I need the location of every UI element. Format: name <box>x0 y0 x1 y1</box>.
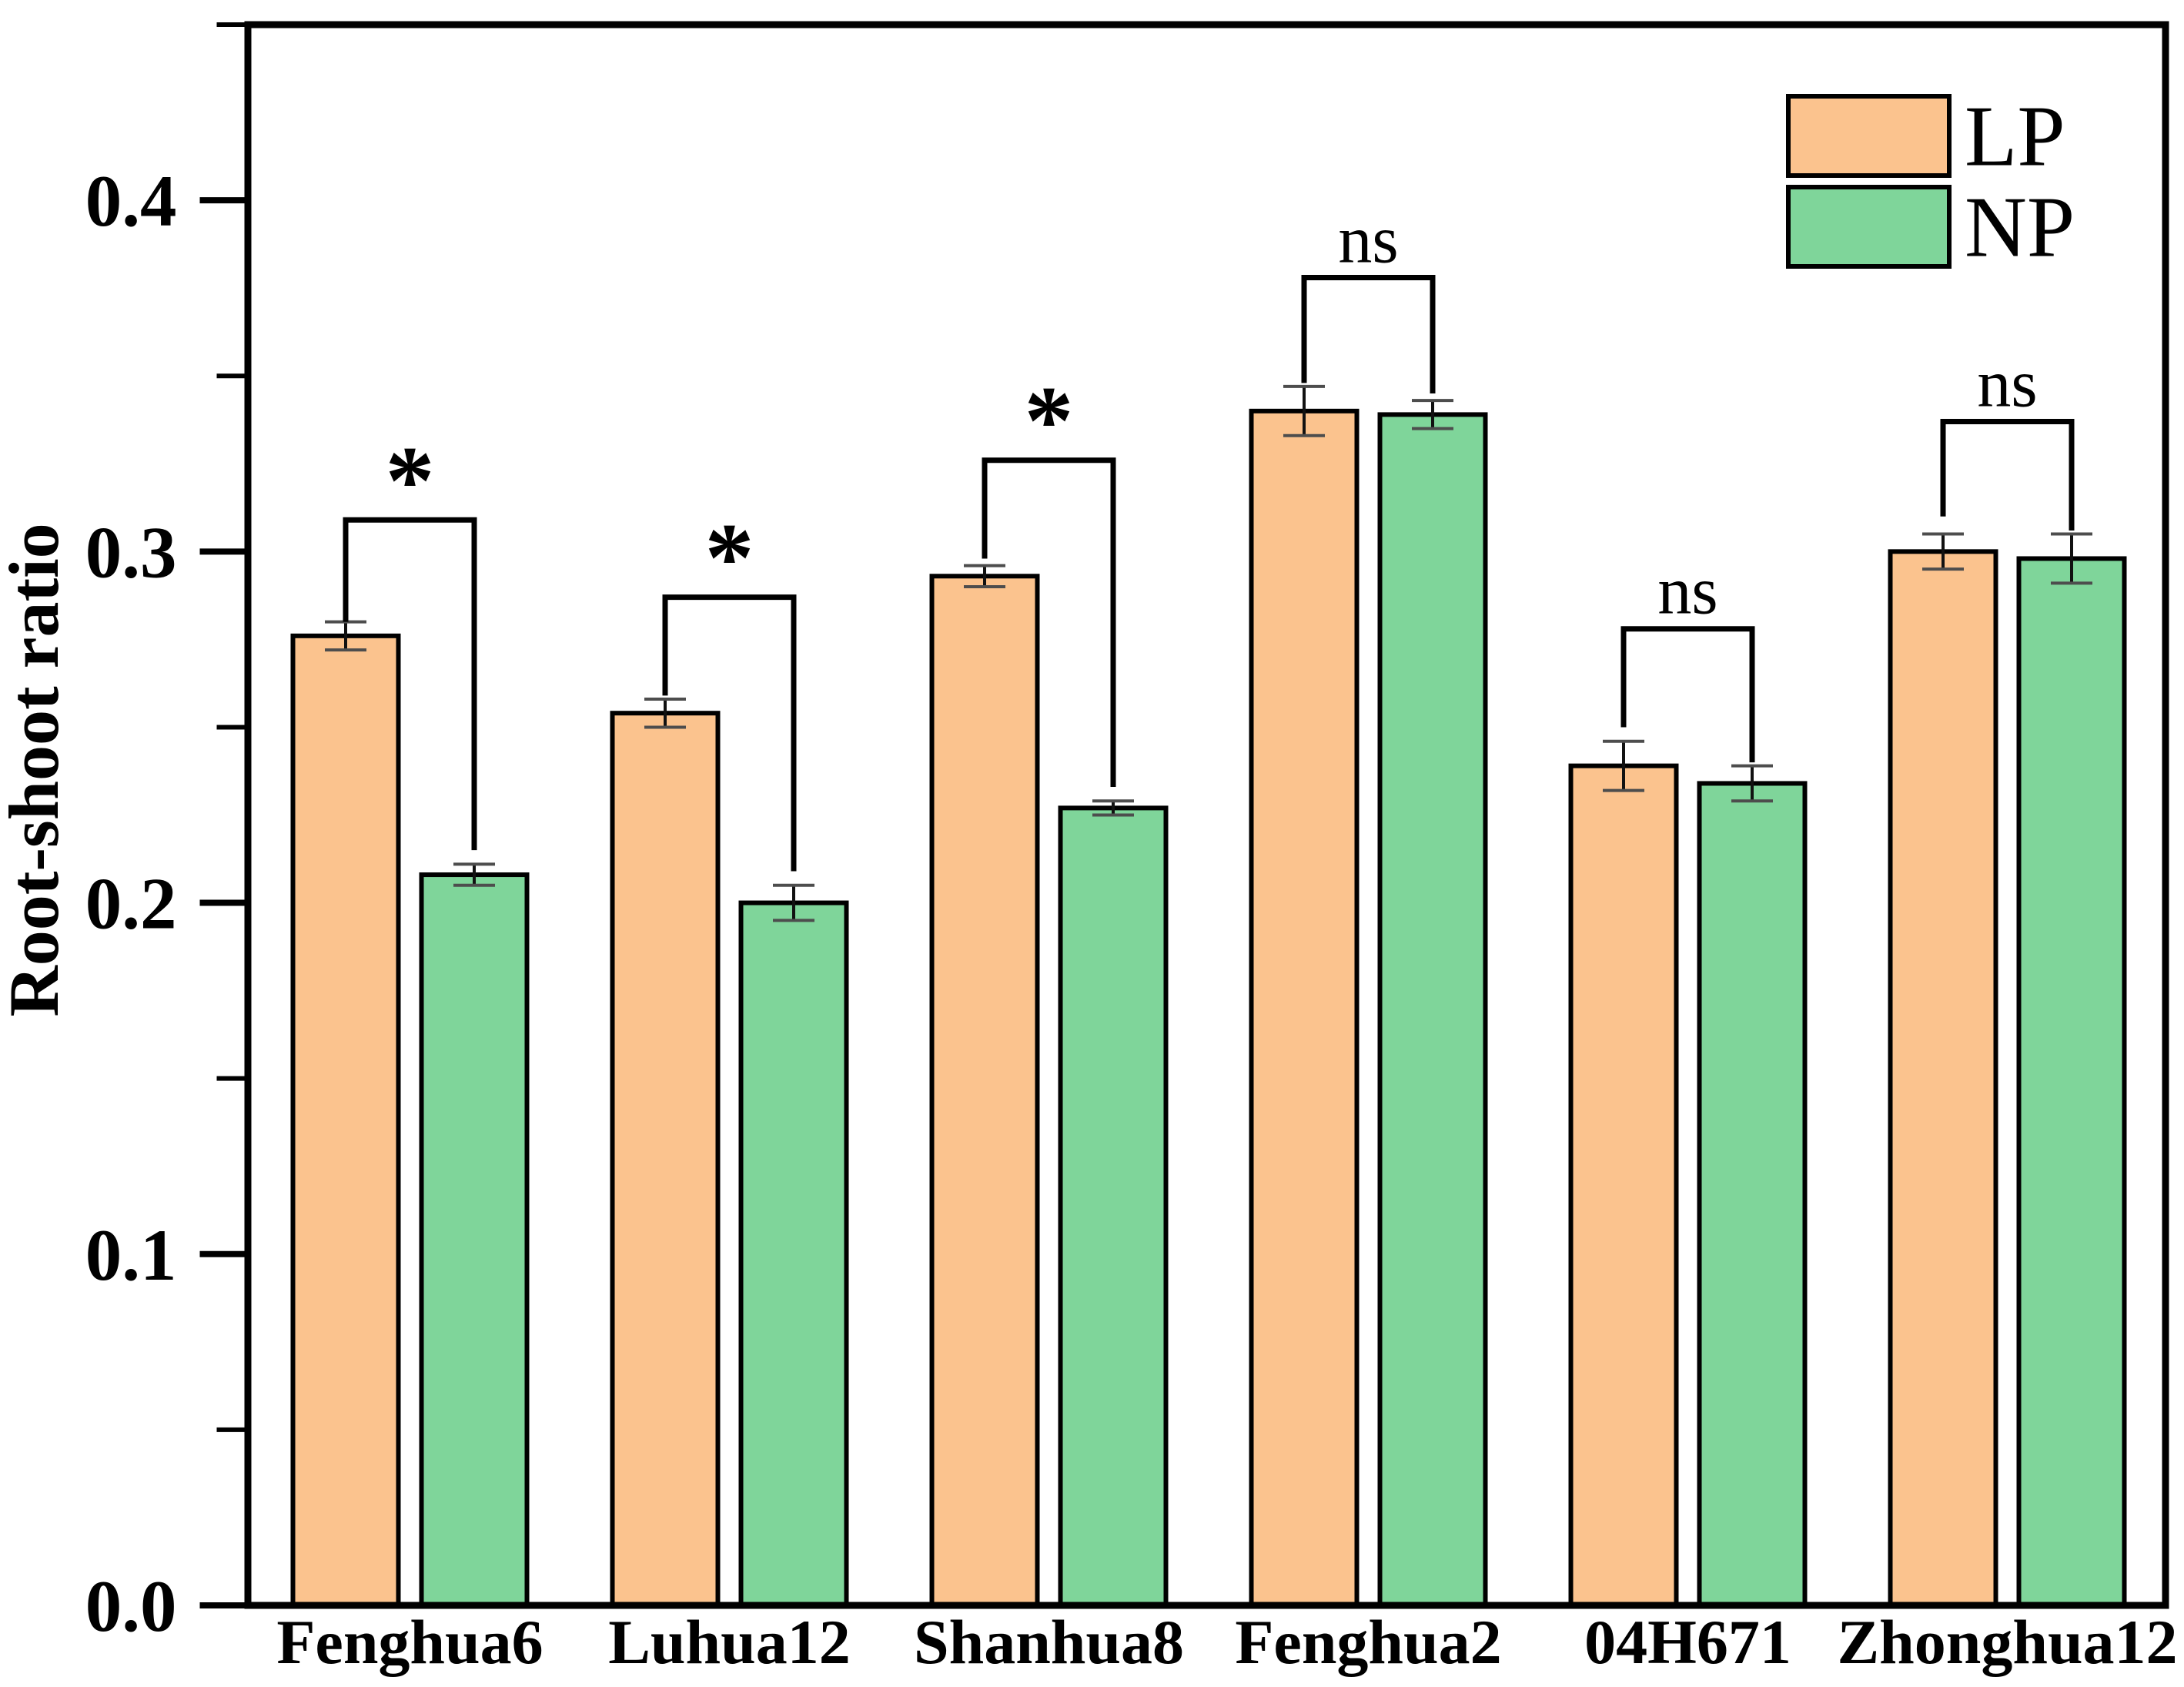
significance-label-04h671: ns <box>1657 554 1717 629</box>
bar-np-luhua12 <box>738 900 849 1608</box>
significance-label-zhonghua12: ns <box>1977 347 2037 422</box>
y-tick-label-0.1: 0.1 <box>85 1214 177 1296</box>
bar-lp-04h671 <box>1568 763 1679 1608</box>
bar-np-04h671 <box>1697 781 1808 1608</box>
bar-lp-fenghua6 <box>290 633 401 1608</box>
significance-label-shanhua8: * <box>1025 367 1074 476</box>
legend-swatch-np <box>1786 185 1952 269</box>
x-axis-label-zhonghua12: Zhonghua12 <box>1837 1607 2177 1677</box>
y-tick-label-0.4: 0.4 <box>85 160 177 242</box>
significance-bracket-04h671 <box>1620 626 1755 763</box>
x-axis-label-shanhua8: Shanhua8 <box>914 1607 1184 1677</box>
plot-frame <box>244 21 2169 1609</box>
significance-bracket-luhua12 <box>662 594 797 872</box>
bar-lp-shanhua8 <box>929 574 1040 1608</box>
y-tick-label-0.3: 0.3 <box>85 511 177 593</box>
significance-bracket-fenghua6 <box>343 517 477 851</box>
x-axis-label-fenghua6: Fenghua6 <box>276 1607 543 1677</box>
y-tick-label-0.2: 0.2 <box>85 863 177 945</box>
x-axis-label-luhua12: Luhua12 <box>608 1607 851 1677</box>
legend-label-lp: LP <box>1965 89 2065 185</box>
significance-bracket-shanhua8 <box>982 457 1116 787</box>
legend-label-np: NP <box>1965 180 2075 276</box>
x-axis-label-04h671: 04H671 <box>1584 1607 1791 1677</box>
bar-lp-luhua12 <box>610 711 721 1608</box>
y-tick-label-0.0: 0.0 <box>85 1565 177 1647</box>
bar-np-fenghua6 <box>419 872 530 1608</box>
significance-label-luhua12: * <box>705 504 754 613</box>
bar-np-zhonghua12 <box>2016 556 2127 1608</box>
bar-lp-zhonghua12 <box>1888 549 1998 1608</box>
bar-np-fenghua2 <box>1377 412 1488 1608</box>
bar-np-shanhua8 <box>1058 805 1169 1608</box>
significance-bracket-zhonghua12 <box>1940 419 2075 531</box>
significance-label-fenghua2: ns <box>1338 203 1398 277</box>
significance-label-fenghua6: * <box>386 426 435 535</box>
significance-bracket-fenghua2 <box>1301 274 1436 394</box>
y-axis-title: Root-shoot ratio <box>0 523 73 1016</box>
legend-swatch-lp <box>1786 94 1952 178</box>
x-axis-label-fenghua2: Fenghua2 <box>1235 1607 1501 1677</box>
bar-lp-fenghua2 <box>1249 408 1360 1608</box>
